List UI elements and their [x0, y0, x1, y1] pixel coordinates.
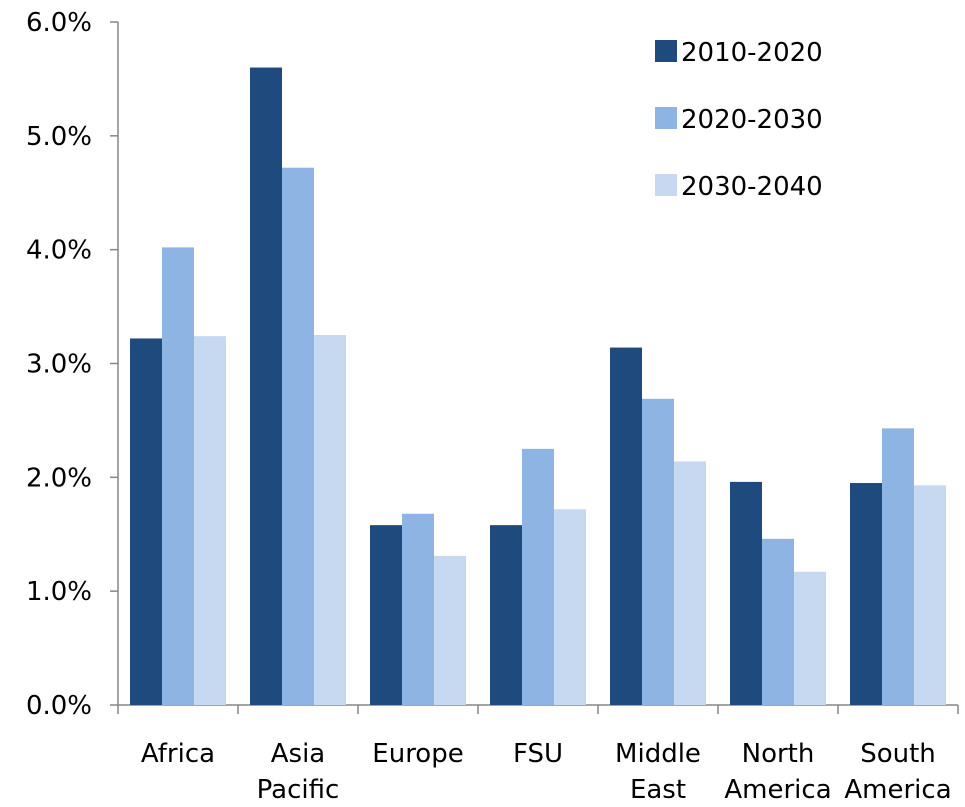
x-category-label: North America: [724, 739, 831, 805]
bar-2020-2030: [882, 428, 914, 705]
bar-2010-2020: [370, 525, 402, 705]
bar-2030-2040: [434, 555, 466, 705]
bar-2030-2040: [554, 509, 586, 705]
x-category-label-line: East: [630, 775, 686, 805]
legend-label: 2010-2020: [681, 38, 823, 68]
bar-2010-2020: [490, 525, 522, 705]
x-category-label-line: Africa: [141, 739, 215, 769]
x-category-label: FSU: [513, 739, 563, 769]
bar-2020-2030: [642, 398, 674, 705]
x-category-label-line: America: [844, 775, 951, 805]
x-category-label-line: America: [724, 775, 831, 805]
chart-bars: [130, 67, 946, 706]
x-category-label-line: North: [742, 739, 815, 769]
bar-2030-2040: [794, 571, 826, 705]
x-category-label-line: Middle: [615, 739, 701, 769]
bar-2030-2040: [314, 335, 346, 705]
legend-label: 2030-2040: [681, 172, 823, 202]
x-category-label-line: Pacific: [257, 775, 340, 805]
bar-2020-2030: [762, 538, 794, 705]
x-category-label: South America: [844, 739, 951, 805]
y-tick-label: 0.0%: [26, 691, 92, 721]
y-tick-label: 4.0%: [26, 236, 92, 266]
bar-2030-2040: [914, 485, 946, 705]
x-category-label-line: South: [860, 739, 936, 769]
x-category-label-line: FSU: [513, 739, 563, 769]
category-labels: Africa Asia Pacific Europe FSU Middle East Nort…: [141, 739, 952, 805]
bar-2020-2030: [402, 513, 434, 705]
x-category-label-line: Europe: [372, 739, 463, 769]
x-category-label-line: Asia: [271, 739, 326, 769]
legend-label: 2020-2030: [681, 105, 823, 135]
x-category-label: Asia Pacific: [257, 739, 340, 805]
bar-2010-2020: [130, 338, 162, 705]
y-tick-label: 5.0%: [26, 122, 92, 152]
legend-swatch: [655, 107, 677, 129]
x-category-label: Middle East: [615, 739, 701, 805]
chart-legend: 2010-2020 2020-2030 2030-2040: [655, 38, 823, 202]
bar-2020-2030: [162, 247, 194, 705]
bar-2030-2040: [194, 336, 226, 705]
y-tick-label: 1.0%: [26, 577, 92, 607]
bar-2010-2020: [250, 67, 282, 706]
bar-2020-2030: [282, 167, 314, 705]
bar-2010-2020: [610, 347, 642, 705]
chart-axes: 0.0% 1.0% 2.0% 3.0% 4.0% 5.0% 6.0%: [26, 8, 959, 721]
legend-swatch: [655, 174, 677, 196]
y-tick-label: 6.0%: [26, 8, 92, 38]
bar-2020-2030: [522, 448, 554, 705]
y-tick-label: 2.0%: [26, 463, 92, 493]
bar-2010-2020: [850, 483, 882, 705]
x-category-label: Europe: [372, 739, 463, 769]
y-tick-label: 3.0%: [26, 350, 92, 380]
x-category-label: Africa: [141, 739, 215, 769]
bar-2010-2020: [730, 481, 762, 705]
legend-swatch: [655, 40, 677, 62]
bar-2030-2040: [674, 461, 706, 705]
